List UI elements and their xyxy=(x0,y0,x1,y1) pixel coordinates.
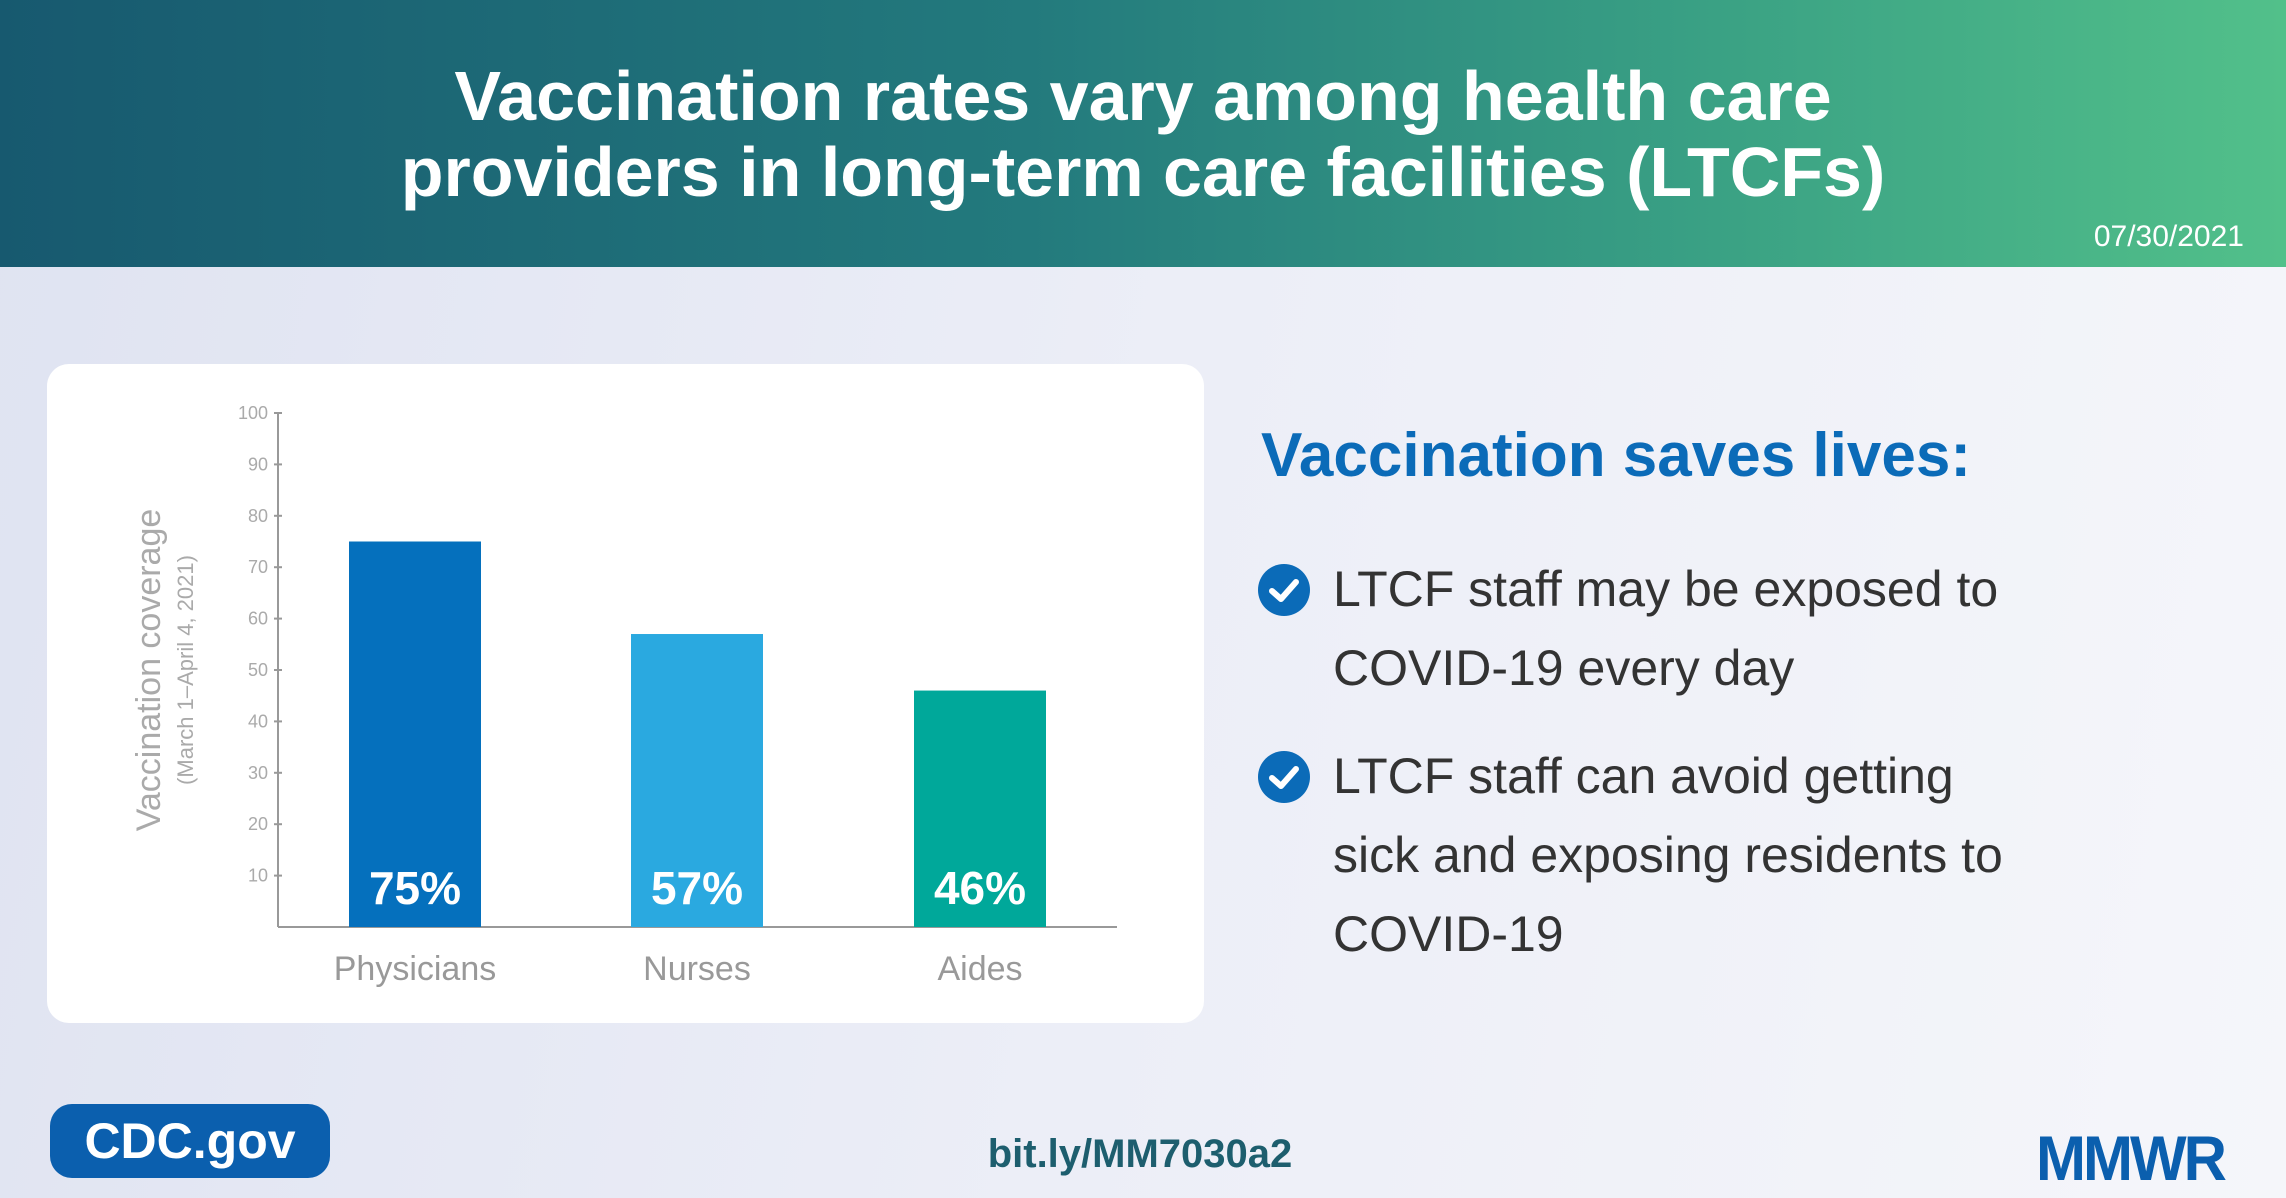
y-tick-label: 50 xyxy=(248,660,268,680)
bar-physicians xyxy=(349,541,481,927)
bar-value-label: 46% xyxy=(934,862,1026,914)
y-axis-label: Vaccination coverage xyxy=(130,509,168,832)
category-label: Aides xyxy=(937,950,1022,988)
bullet-line: sick and exposing residents to xyxy=(1333,827,2003,883)
page-title: Vaccination rates vary among health care… xyxy=(0,58,2286,210)
bullet-text: LTCF staff can avoid getting sick and ex… xyxy=(1333,737,2213,974)
bullet-text: LTCF staff may be exposed to COVID-19 ev… xyxy=(1333,550,2213,708)
bar-chart: 10 20 30 40 50 60 70 80 90 100 Vaccination coverag… xyxy=(130,403,1117,988)
y-tick-label: 60 xyxy=(248,609,268,629)
chart-card: 10 20 30 40 50 60 70 80 90 100 Vaccination coverag… xyxy=(47,364,1204,1023)
y-axis-sublabel: (March 1–April 4, 2021) xyxy=(173,555,198,785)
category-label: Nurses xyxy=(643,950,751,988)
check-circle-icon xyxy=(1258,564,1310,616)
bullet-line: COVID-19 every day xyxy=(1333,640,1795,696)
bar-nurses xyxy=(631,634,763,927)
bullet-line: COVID-19 xyxy=(1333,906,1564,962)
y-tick-label: 100 xyxy=(238,403,268,423)
y-tick-label: 80 xyxy=(248,506,268,526)
title-line-1: Vaccination rates vary among health care xyxy=(454,57,1832,135)
bullet-line: LTCF staff can avoid getting xyxy=(1333,748,1954,804)
publish-date: 07/30/2021 xyxy=(2093,220,2244,253)
y-tick-label: 30 xyxy=(248,763,268,783)
mmwr-logo: MMWR xyxy=(2036,1123,2227,1194)
category-label: Physicians xyxy=(334,950,497,988)
y-tick-label: 20 xyxy=(248,814,268,834)
bar-value-label: 75% xyxy=(369,862,461,914)
cdc-gov-link[interactable]: CDC.gov xyxy=(50,1104,330,1178)
y-tick-label: 10 xyxy=(248,866,268,886)
y-tick-label: 40 xyxy=(248,711,268,731)
check-circle-icon xyxy=(1258,751,1310,803)
bullet-line: LTCF staff may be exposed to xyxy=(1333,561,1999,617)
header-banner: Vaccination rates vary among health care… xyxy=(0,0,2286,267)
side-heading: Vaccination saves lives: xyxy=(1261,421,1971,490)
title-line-2: providers in long-term care facilities (… xyxy=(400,133,1886,211)
y-tick-label: 90 xyxy=(248,454,268,474)
bar-value-label: 57% xyxy=(651,862,743,914)
y-tick-label: 70 xyxy=(248,557,268,577)
article-link[interactable]: bit.ly/MM7030a2 xyxy=(987,1132,1293,1176)
bar-aides xyxy=(914,690,1046,927)
